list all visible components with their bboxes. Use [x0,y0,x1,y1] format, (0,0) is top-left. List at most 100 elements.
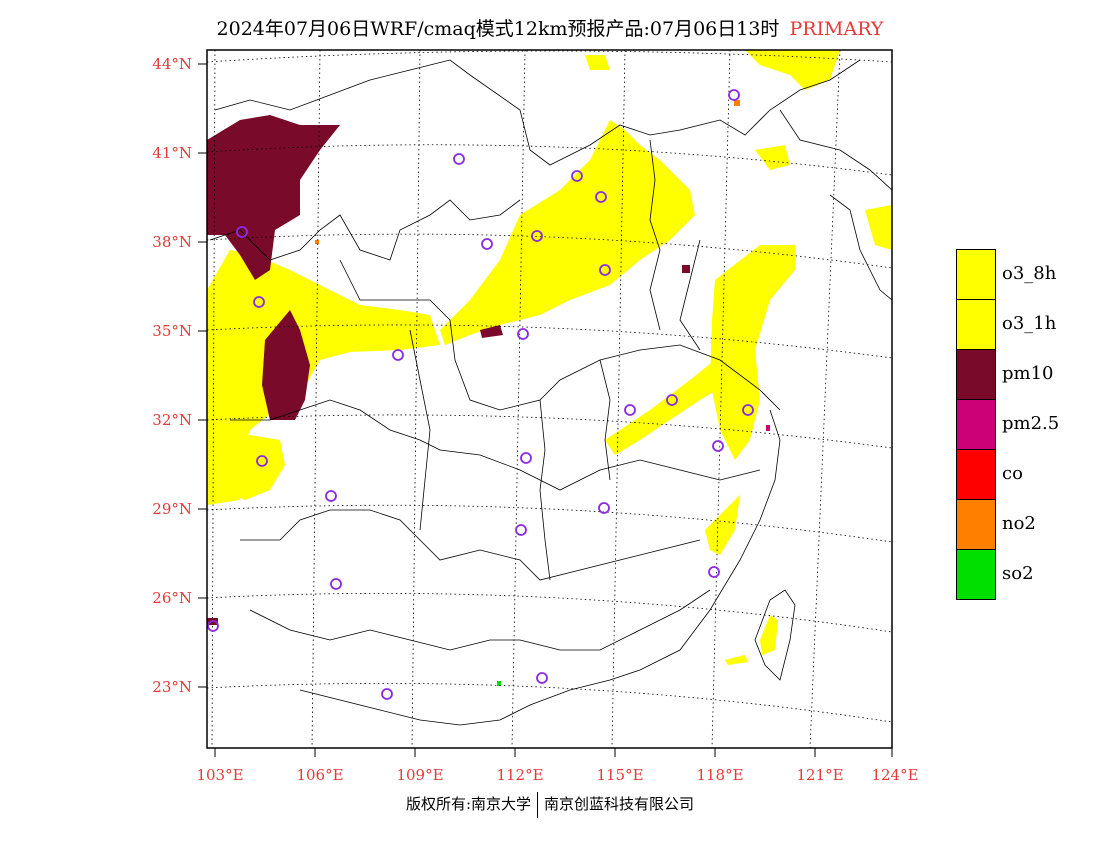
map-content [207,50,892,748]
o3-region-northeast [745,50,840,90]
o3-region-taiwan [760,615,778,655]
station-marker [253,296,265,308]
lon-label-124: 124°E [871,766,919,784]
legend-label: no2 [1002,513,1036,534]
legend-item-pm25: pm2.5 [956,399,1096,450]
station-marker [256,455,268,467]
station-marker [571,170,583,182]
map-frame [206,49,893,749]
lat-ticks [198,63,207,688]
pm10-regions [207,115,690,625]
footer-right: 南京创蓝科技有限公司 [544,795,695,813]
legend-swatch [956,549,996,600]
station-marker [599,264,611,276]
station-marker [515,524,527,536]
legend-item-o3-8h: o3_8h [956,249,1096,300]
station-marker [666,394,678,406]
o3-regions [207,50,892,665]
legend-item-pm10: pm10 [956,349,1096,400]
station-marker [325,490,337,502]
station-marker [742,404,754,416]
o3-region-east-coast [710,245,795,460]
station-marker [453,153,465,165]
o3-region-sichuan-south [215,435,285,500]
o3-region-jiangsu-band [605,360,725,455]
station-marker [381,688,393,700]
station-marker [520,452,532,464]
legend-swatch [956,249,996,300]
station-marker [517,328,529,340]
pm10-region-northwest [207,115,340,280]
no2-spot [734,100,740,106]
legend-item-so2: so2 [956,549,1096,600]
lon-label-118: 118°E [696,766,744,784]
station-marker [531,230,543,242]
lon-label-112: 112°E [496,766,544,784]
o3-region-fujian [705,495,740,555]
station-marker [712,440,724,452]
o3-region-west-plateau [207,250,440,505]
o3-region-bohai [755,145,790,170]
o3-region-korea [865,205,892,250]
legend-item-no2: no2 [956,499,1096,550]
legend-item-co: co [956,449,1096,500]
pm25-spot [766,425,770,431]
legend: o3_8h o3_1h pm10 pm2.5 co no2 so2 [956,249,1096,600]
legend-swatch [956,449,996,500]
legend-item-o3-1h: o3_1h [956,299,1096,350]
legend-label: pm10 [1002,363,1054,384]
lat-label-38: 38°N [152,233,192,251]
station-marker [598,502,610,514]
legend-label: so2 [1002,563,1034,584]
station-marker [728,89,740,101]
lon-label-103: 103°E [196,766,244,784]
station-markers [207,89,754,700]
station-marker [207,620,219,632]
lon-ticks [214,748,893,757]
legend-label: co [1002,463,1023,484]
pm10-region-qinghai [262,310,310,420]
station-marker [624,404,636,416]
legend-label: o3_1h [1002,313,1057,334]
footer-left: 版权所有:南京大学 [405,795,532,813]
lat-label-41: 41°N [152,144,192,162]
graticule [207,50,892,748]
o3-region-north-top [585,55,610,70]
lat-label-44: 44°N [152,55,192,73]
lon-label-109: 109°E [396,766,444,784]
lat-label-29: 29°N [152,500,192,518]
station-marker [236,226,248,238]
station-marker [481,238,493,250]
o3-region-north-belt [440,120,695,345]
title-tag: PRIMARY [789,18,884,40]
province-boundaries [209,59,892,726]
lat-label-23: 23°N [152,678,192,696]
station-marker [392,349,404,361]
pm10-spot-2 [682,265,690,273]
so2-spot [497,681,501,686]
legend-label: o3_8h [1002,263,1057,284]
legend-swatch [956,349,996,400]
lat-label-35: 35°N [152,322,192,340]
pm10-spot-1 [480,325,503,338]
footer-divider [537,792,539,818]
lat-label-32: 32°N [152,411,192,429]
legend-swatch [956,399,996,450]
lat-label-26: 26°N [152,589,192,607]
legend-swatch [956,299,996,350]
legend-label: pm2.5 [1002,413,1060,434]
copyright-footer: 版权所有:南京大学 南京创蓝科技有限公司 [0,792,1100,818]
lon-label-121: 121°E [796,766,844,784]
lon-label-106: 106°E [296,766,344,784]
station-marker [708,566,720,578]
station-marker [536,672,548,684]
station-marker [330,578,342,590]
legend-swatch [956,499,996,550]
title-main: 2024年07月06日WRF/cmaq模式12km预报产品:07月06日13时 [216,18,780,40]
station-marker [595,191,607,203]
map-title: 2024年07月06日WRF/cmaq模式12km预报产品:07月06日13时 P… [0,14,1100,41]
lon-label-115: 115°E [596,766,644,784]
o3-region-hainan-strait [725,655,748,665]
no2-spot-2 [315,240,319,244]
